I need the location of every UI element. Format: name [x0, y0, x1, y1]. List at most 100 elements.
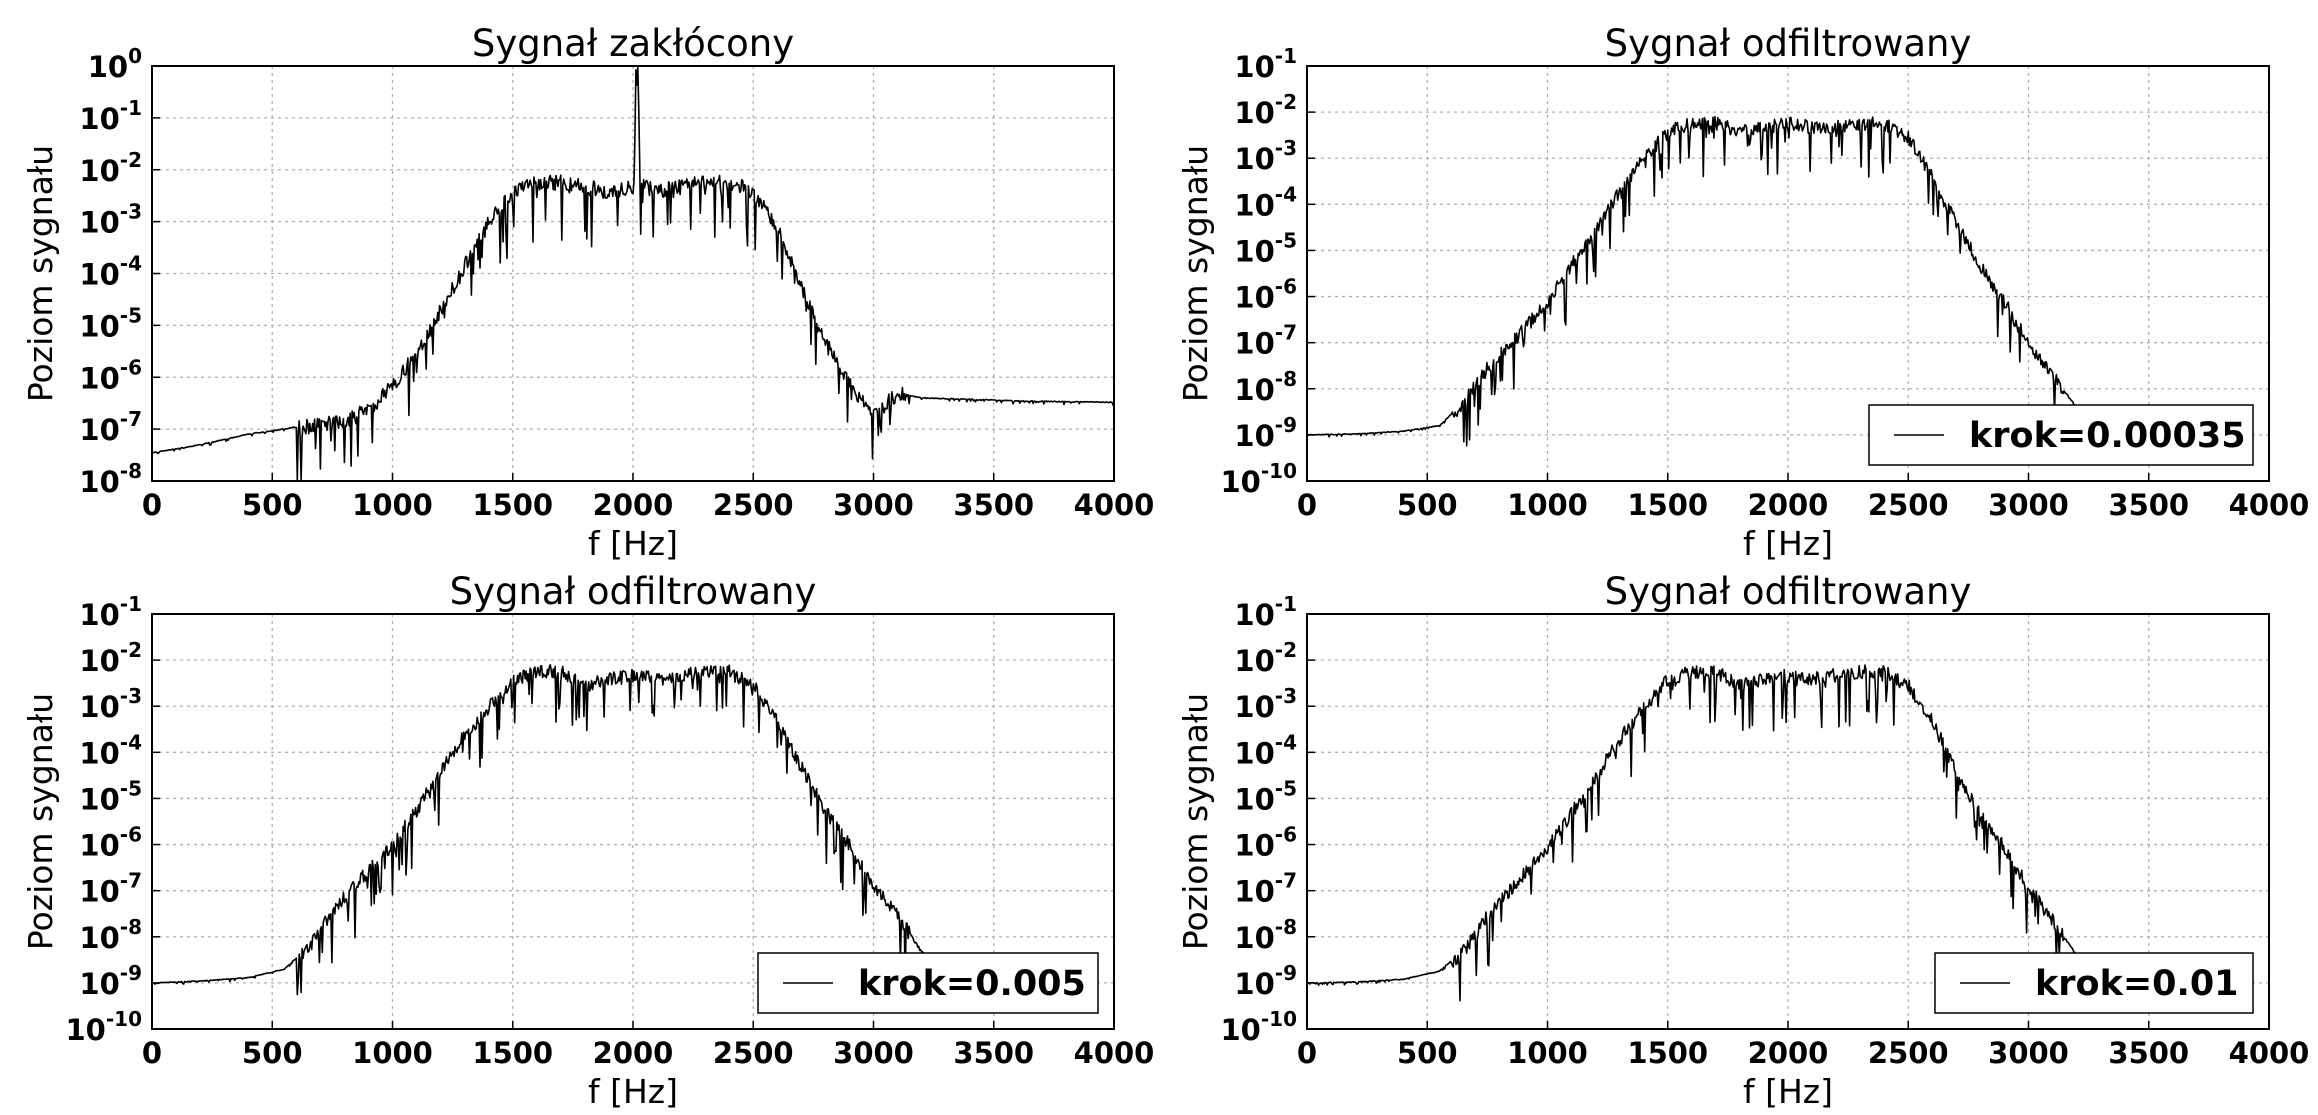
plot-frame: [151, 65, 1115, 482]
x-tick-label: 4000: [2229, 488, 2310, 522]
x-tick-label: 3000: [833, 488, 914, 522]
x-axis-label: f [Hz]: [1743, 1072, 1833, 1111]
x-tick-label: 2500: [713, 488, 794, 522]
y-tick-label: 10-4: [79, 252, 142, 292]
x-tick-label: 2000: [1748, 1036, 1829, 1070]
y-tick-label: 10-6: [1234, 823, 1297, 863]
x-axis-label: f [Hz]: [588, 524, 678, 563]
x-tick-label: 2000: [593, 488, 674, 522]
chart-panel-4: 0 500 1000 1500 2000 2500 3000 3500 4000 10-10 10-…: [1176, 570, 2309, 1111]
y-tick-label: 10-7: [79, 869, 142, 909]
series-line: [152, 66, 1114, 481]
y-tick-label: 10-5: [79, 776, 142, 816]
y-tick-label: 10-8: [1234, 367, 1297, 407]
x-tick-label: 1500: [1627, 1036, 1708, 1070]
plot-frame: [1306, 613, 2270, 1030]
y-tick-label: 10-5: [1234, 776, 1297, 816]
y-tick-label: 10-1: [79, 592, 142, 632]
x-tick-label: 3500: [953, 488, 1034, 522]
y-tick-label: 10-9: [1234, 413, 1297, 453]
y-tick-label: 10-10: [66, 1007, 143, 1047]
y-tick-label: 10-10: [1221, 459, 1298, 499]
y-tick-label: 10-7: [1234, 869, 1297, 909]
chart-panel-1: 0 500 1000 1500 2000 2500 3000 3500 4000 10-8 10-7…: [21, 22, 1154, 563]
y-tick-label: 10-3: [79, 684, 142, 724]
y-tick-label: 10-8: [79, 459, 142, 499]
y-tick-label: 10-10: [1221, 1007, 1298, 1047]
x-tick-label: 0: [1297, 488, 1317, 522]
legend-label: krok=0.00035: [1969, 416, 2246, 456]
x-tick-label: 1000: [1507, 1036, 1588, 1070]
y-tick-label: 10-2: [1234, 90, 1297, 130]
x-tick-label: 3500: [2108, 488, 2189, 522]
x-tick-label: 3000: [1988, 488, 2069, 522]
y-tick-label: 10-1: [79, 96, 142, 136]
series-line: [1307, 664, 2102, 1002]
y-tick-label: 10-4: [1234, 182, 1297, 222]
x-tick-label: 3500: [2108, 1036, 2189, 1070]
y-tick-label: 10-3: [79, 200, 142, 240]
y-tick-label: 10-1: [1234, 592, 1297, 632]
y-tick-label: 10-4: [1234, 730, 1297, 770]
chart-title: Sygnał odfiltrowany: [450, 570, 817, 613]
y-tick-label: 10-9: [1234, 961, 1297, 1001]
legend-label: krok=0.01: [2035, 964, 2239, 1004]
y-tick-label: 100: [88, 44, 142, 84]
x-axis-label: f [Hz]: [1743, 524, 1833, 563]
x-tick-label: 2500: [1868, 488, 1949, 522]
y-axis-label: Poziom sygnału: [1176, 693, 1215, 950]
x-tick-label: 500: [242, 488, 303, 522]
chart-panel-2: 0 500 1000 1500 2000 2500 3000 3500 4000 10-10 10-…: [1176, 22, 2309, 563]
x-tick-label: 500: [1397, 488, 1458, 522]
x-axis-label: f [Hz]: [588, 1072, 678, 1111]
chart-panel-3: 0 500 1000 1500 2000 2500 3000 3500 4000 10-10 10-…: [21, 570, 1154, 1111]
y-tick-label: 10-8: [1234, 915, 1297, 955]
y-tick-label: 10-6: [1234, 275, 1297, 315]
y-axis-label: Poziom sygnału: [21, 145, 60, 402]
y-tick-label: 10-7: [79, 407, 142, 447]
y-tick-label: 10-5: [79, 303, 142, 343]
y-tick-label: 10-2: [1234, 638, 1297, 678]
x-tick-label: 1500: [472, 488, 553, 522]
x-tick-label: 1500: [472, 1036, 553, 1070]
y-tick-label: 10-6: [79, 823, 142, 863]
plot-frame: [151, 613, 1115, 1030]
x-tick-label: 3000: [1988, 1036, 2069, 1070]
x-tick-label: 3000: [833, 1036, 914, 1070]
x-tick-label: 1000: [352, 1036, 433, 1070]
x-tick-label: 2500: [713, 1036, 794, 1070]
x-tick-label: 1000: [352, 488, 433, 522]
x-tick-label: 4000: [1074, 488, 1155, 522]
series-line: [152, 663, 947, 996]
y-tick-label: 10-3: [1234, 136, 1297, 176]
x-tick-label: 1000: [1507, 488, 1588, 522]
chart-title: Sygnał odfiltrowany: [1605, 570, 1972, 613]
y-tick-label: 10-1: [1234, 44, 1297, 84]
x-tick-label: 500: [1397, 1036, 1458, 1070]
plot-frame: [1306, 65, 2270, 482]
y-tick-label: 10-7: [1234, 321, 1297, 361]
y-tick-label: 10-9: [79, 961, 142, 1001]
x-tick-label: 1500: [1627, 488, 1708, 522]
x-tick-label: 2000: [593, 1036, 674, 1070]
chart-title: Sygnał zakłócony: [472, 22, 794, 65]
x-tick-label: 4000: [1074, 1036, 1155, 1070]
y-axis-label: Poziom sygnału: [21, 693, 60, 950]
y-tick-label: 10-2: [79, 638, 142, 678]
x-tick-label: 2000: [1748, 488, 1829, 522]
x-tick-label: 0: [142, 1036, 162, 1070]
y-tick-label: 10-2: [79, 148, 142, 188]
chart-title: Sygnał odfiltrowany: [1605, 22, 1972, 65]
y-tick-label: 10-5: [1234, 228, 1297, 268]
y-tick-label: 10-3: [1234, 684, 1297, 724]
legend-label: krok=0.005: [858, 964, 1086, 1004]
x-tick-label: 0: [1297, 1036, 1317, 1070]
x-tick-label: 2500: [1868, 1036, 1949, 1070]
x-tick-label: 3500: [953, 1036, 1034, 1070]
y-axis-label: Poziom sygnału: [1176, 145, 1215, 402]
x-tick-label: 4000: [2229, 1036, 2310, 1070]
y-tick-label: 10-4: [79, 730, 142, 770]
series-line: [1307, 115, 2102, 447]
x-tick-label: 0: [142, 488, 162, 522]
